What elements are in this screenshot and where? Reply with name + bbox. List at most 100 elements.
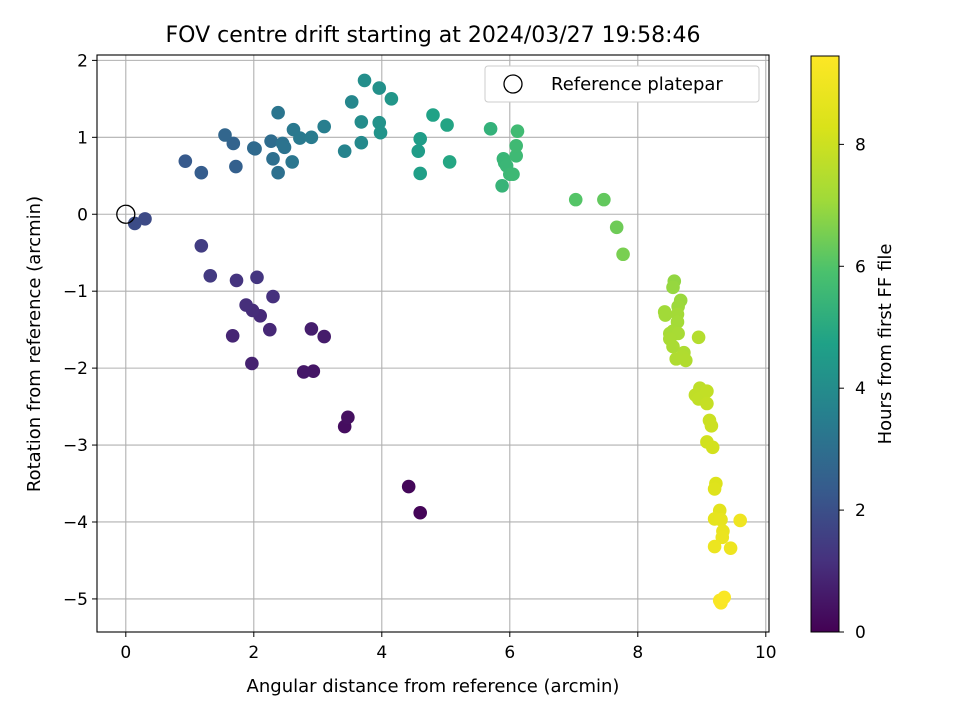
data-point xyxy=(679,353,693,368)
data-point xyxy=(203,268,218,283)
data-point xyxy=(707,482,722,496)
data-point xyxy=(225,329,240,343)
data-point xyxy=(304,322,319,336)
x-tick-label: 2 xyxy=(248,643,259,663)
data-point xyxy=(609,220,624,235)
y-axis-ticks: −5 −4 −3 −2 −1 0 1 2 xyxy=(63,51,97,610)
x-tick-label: 6 xyxy=(504,643,515,663)
y-tick-label: −4 xyxy=(63,513,88,533)
data-point xyxy=(357,73,372,88)
data-point xyxy=(229,273,244,288)
data-point xyxy=(317,329,332,344)
x-tick-label: 10 xyxy=(755,643,777,663)
data-point xyxy=(138,212,152,226)
data-point xyxy=(510,124,525,138)
data-point xyxy=(354,135,369,150)
reference-platepar-marker xyxy=(116,204,136,224)
data-point xyxy=(264,134,278,148)
data-point xyxy=(337,144,352,158)
y-tick-label: −2 xyxy=(63,359,88,379)
data-point xyxy=(568,192,583,207)
x-axis-label: Angular distance from reference (arcmin) xyxy=(247,676,620,697)
colorbar-tick-label: 8 xyxy=(855,135,866,155)
data-point xyxy=(341,410,355,425)
y-tick-label: 0 xyxy=(77,205,88,225)
colorbar-tick-label: 4 xyxy=(855,379,866,399)
data-point xyxy=(266,152,280,166)
y-tick-label: 2 xyxy=(77,51,88,71)
data-point xyxy=(296,365,311,379)
data-point xyxy=(194,238,209,253)
data-point xyxy=(506,167,520,182)
grid-lines xyxy=(97,55,769,632)
data-point xyxy=(250,270,264,285)
data-point xyxy=(413,166,428,181)
legend-marker xyxy=(503,74,523,94)
data-point xyxy=(263,322,277,337)
data-point xyxy=(714,512,728,527)
chart-title: FOV centre drift starting at 2024/03/27 … xyxy=(166,23,701,48)
data-point xyxy=(442,155,457,169)
y-tick-label: −3 xyxy=(63,436,88,456)
data-point xyxy=(723,541,738,555)
data-point xyxy=(509,148,523,163)
data-point xyxy=(384,92,399,106)
colorbar-ticks: 0 2 4 6 8 xyxy=(839,135,866,643)
legend-label: Reference platepar xyxy=(551,74,723,95)
data-point xyxy=(691,330,706,345)
y-tick-label: −5 xyxy=(63,590,88,610)
data-point xyxy=(401,479,416,494)
data-point xyxy=(285,155,300,169)
x-tick-label: 8 xyxy=(632,643,643,663)
data-point xyxy=(666,280,680,295)
y-axis-label: Rotation from reference (arcmin) xyxy=(24,196,45,492)
data-point xyxy=(271,165,285,180)
data-point xyxy=(239,298,253,312)
x-tick-label: 4 xyxy=(376,643,387,663)
data-point xyxy=(248,142,262,156)
data-point xyxy=(700,384,714,398)
data-point xyxy=(597,192,611,207)
x-axis-ticks: 0 2 4 6 8 10 xyxy=(120,632,777,663)
data-point xyxy=(218,128,232,142)
data-point xyxy=(705,440,720,455)
x-tick-label: 0 xyxy=(120,643,131,663)
data-point xyxy=(293,131,307,145)
data-point xyxy=(700,396,714,411)
data-point xyxy=(658,308,673,322)
data-point xyxy=(373,125,388,140)
data-point xyxy=(495,178,509,193)
data-point xyxy=(354,115,369,129)
data-point xyxy=(411,144,426,158)
data-point xyxy=(707,539,722,554)
data-point xyxy=(426,108,440,122)
y-tick-label: 1 xyxy=(77,128,88,148)
colorbar-tick-label: 0 xyxy=(855,623,866,643)
data-point xyxy=(344,95,359,109)
data-point xyxy=(509,138,523,153)
data-point xyxy=(440,118,454,132)
y-tick-label: −1 xyxy=(63,282,88,302)
data-point xyxy=(317,119,332,134)
data-point xyxy=(717,590,731,605)
data-point xyxy=(271,105,285,120)
data-point xyxy=(372,115,387,130)
colorbar-label: Hours from first FF file xyxy=(875,244,896,445)
data-point xyxy=(733,513,747,528)
colorbar-tick-label: 2 xyxy=(855,501,866,521)
data-points xyxy=(127,73,747,610)
colorbar-tick-label: 6 xyxy=(855,257,866,277)
data-point xyxy=(178,154,193,168)
data-point xyxy=(304,130,319,145)
data-point xyxy=(194,165,209,180)
data-point xyxy=(616,247,630,262)
data-point xyxy=(704,419,719,433)
legend: Reference platepar xyxy=(484,65,760,103)
colorbar xyxy=(810,55,840,633)
data-point xyxy=(266,289,280,304)
data-point xyxy=(666,339,680,354)
data-point xyxy=(483,122,498,136)
data-point xyxy=(372,81,387,95)
legend-box xyxy=(484,65,760,103)
